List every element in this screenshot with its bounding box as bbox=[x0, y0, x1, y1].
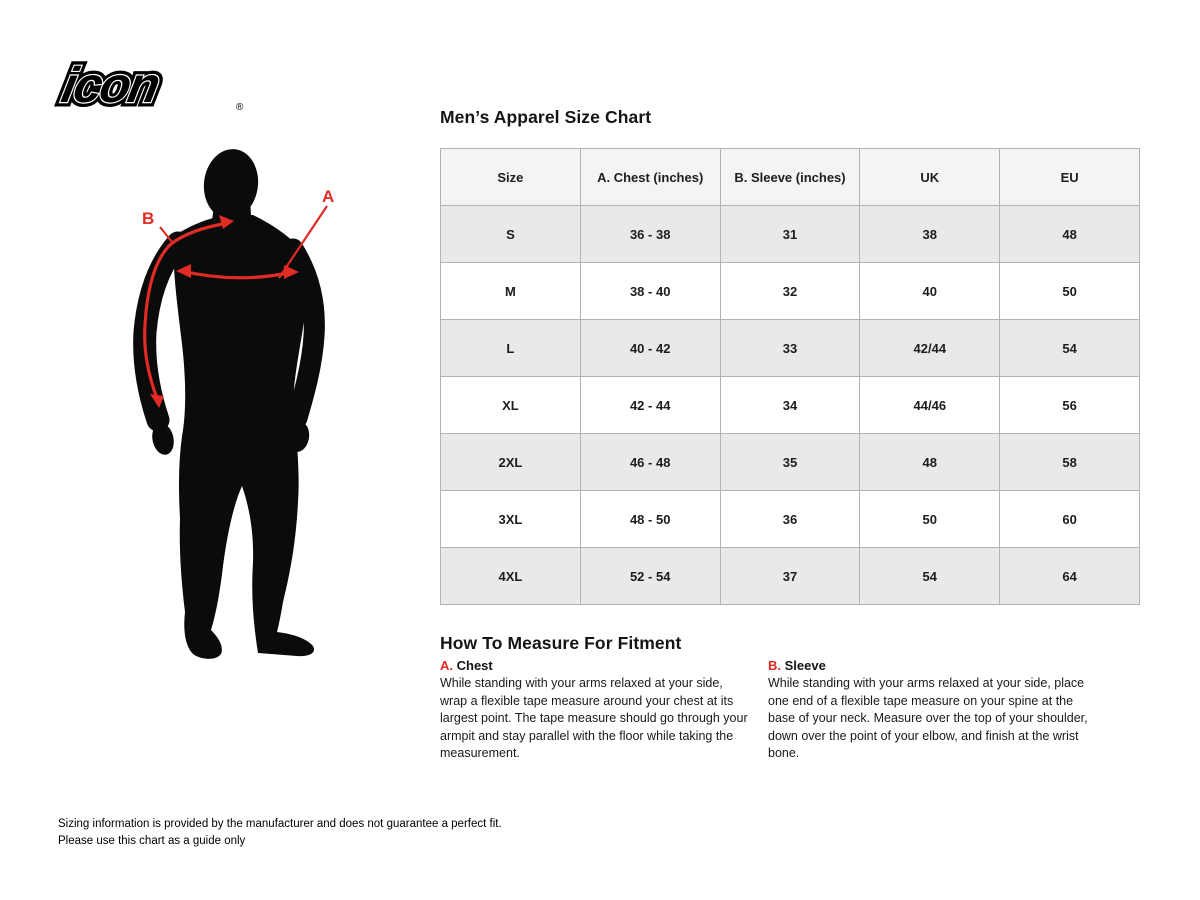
cell-sleeve: 31 bbox=[719, 205, 861, 263]
cell-uk: 42/44 bbox=[859, 319, 1001, 377]
chest-arrow-right-icon bbox=[284, 265, 299, 279]
logo-text-outline: icon bbox=[57, 56, 163, 112]
cell-uk: 54 bbox=[859, 547, 1001, 605]
measure-sleeve-name: Sleeve bbox=[784, 658, 826, 673]
man-silhouette bbox=[133, 149, 325, 659]
cell-eu: 50 bbox=[999, 262, 1140, 320]
sleeve-measure-line bbox=[143, 221, 229, 399]
measure-chest-section: A. Chest While standing with your arms r… bbox=[440, 658, 748, 763]
cell-uk: 50 bbox=[859, 490, 1001, 548]
cell-chest: 36 - 38 bbox=[579, 205, 721, 263]
measure-chest-name: Chest bbox=[456, 658, 493, 673]
silhouette-left-arm bbox=[133, 231, 190, 432]
logo-text-inline: icon bbox=[57, 56, 163, 112]
cell-eu: 48 bbox=[999, 205, 1140, 263]
cell-eu: 56 bbox=[999, 376, 1140, 434]
cell-chest: 42 - 44 bbox=[579, 376, 721, 434]
cell-size: XL bbox=[440, 376, 581, 434]
cell-eu: 58 bbox=[999, 433, 1140, 491]
cell-chest: 48 - 50 bbox=[579, 490, 721, 548]
measure-sleeve-text: While standing with your arms relaxed at… bbox=[768, 676, 1088, 760]
measure-sleeve-letter: B. bbox=[768, 658, 781, 673]
silhouette-torso-legs bbox=[173, 215, 315, 659]
cell-uk: 48 bbox=[859, 433, 1001, 491]
cell-chest: 52 - 54 bbox=[579, 547, 721, 605]
table-row: 4XL 52 - 54 37 54 64 bbox=[440, 547, 1140, 605]
table-row: XL 42 - 44 34 44/46 56 bbox=[440, 376, 1140, 434]
silhouette-left-hand bbox=[152, 423, 174, 455]
measurement-annotations: A B bbox=[142, 187, 334, 408]
icon-brand-logo: icon icon ® bbox=[53, 52, 244, 117]
cell-size: L bbox=[440, 319, 581, 377]
cell-uk: 44/46 bbox=[859, 376, 1001, 434]
logo-letters: icon icon bbox=[53, 52, 168, 117]
cell-eu: 54 bbox=[999, 319, 1140, 377]
sizing-disclaimer: Sizing information is provided by the ma… bbox=[58, 816, 502, 849]
cell-sleeve: 32 bbox=[719, 262, 861, 320]
table-row: L 40 - 42 33 42/44 54 bbox=[440, 319, 1140, 377]
measure-sleeve-heading: B. Sleeve bbox=[768, 658, 1100, 673]
cell-size: M bbox=[440, 262, 581, 320]
column-header-eu: EU bbox=[999, 148, 1140, 206]
table-row: 3XL 48 - 50 36 50 60 bbox=[440, 490, 1140, 548]
cell-sleeve: 34 bbox=[719, 376, 861, 434]
cell-chest: 40 - 42 bbox=[579, 319, 721, 377]
cell-sleeve: 33 bbox=[719, 319, 861, 377]
figure-label-a: A bbox=[322, 187, 334, 206]
cell-size: 2XL bbox=[440, 433, 581, 491]
cell-size: 4XL bbox=[440, 547, 581, 605]
sleeve-arrow-top-icon bbox=[219, 215, 234, 229]
cell-chest: 46 - 48 bbox=[579, 433, 721, 491]
cell-uk: 38 bbox=[859, 205, 1001, 263]
measurement-figure: A B bbox=[133, 149, 334, 659]
sleeve-arrow-bottom-icon bbox=[150, 394, 164, 408]
cell-eu: 64 bbox=[999, 547, 1140, 605]
table-header-row: Size A. Chest (inches) B. Sleeve (inches… bbox=[440, 148, 1140, 206]
label-a-pointer-line bbox=[278, 205, 328, 279]
cell-sleeve: 35 bbox=[719, 433, 861, 491]
silhouette-right-hand bbox=[288, 422, 310, 452]
chest-arrow-left-icon bbox=[176, 264, 191, 278]
disclaimer-line-2: Please use this chart as a guide only bbox=[58, 834, 246, 847]
cell-chest: 38 - 40 bbox=[579, 262, 721, 320]
label-b-pointer-line bbox=[159, 226, 173, 243]
table-row: 2XL 46 - 48 35 48 58 bbox=[440, 433, 1140, 491]
size-chart-table: Size A. Chest (inches) B. Sleeve (inches… bbox=[440, 148, 1140, 605]
cell-sleeve: 37 bbox=[719, 547, 861, 605]
measure-chest-letter: A. bbox=[440, 658, 453, 673]
table-row: M 38 - 40 32 40 50 bbox=[440, 262, 1140, 320]
measure-sleeve-section: B. Sleeve While standing with your arms … bbox=[768, 658, 1100, 763]
figure-label-b: B bbox=[142, 209, 154, 228]
cell-sleeve: 36 bbox=[719, 490, 861, 548]
column-header-sleeve: B. Sleeve (inches) bbox=[719, 148, 861, 206]
silhouette-right-arm bbox=[282, 238, 325, 429]
page-title: Men’s Apparel Size Chart bbox=[440, 107, 652, 127]
cell-size: S bbox=[440, 205, 581, 263]
cell-eu: 60 bbox=[999, 490, 1140, 548]
cell-uk: 40 bbox=[859, 262, 1001, 320]
measure-chest-text: While standing with your arms relaxed at… bbox=[440, 676, 748, 760]
column-header-chest: A. Chest (inches) bbox=[579, 148, 721, 206]
measure-chest-heading: A. Chest bbox=[440, 658, 748, 673]
cell-size: 3XL bbox=[440, 490, 581, 548]
column-header-size: Size bbox=[440, 148, 581, 206]
table-row: S 36 - 38 31 38 48 bbox=[440, 205, 1140, 263]
disclaimer-line-1: Sizing information is provided by the ma… bbox=[58, 818, 502, 830]
registered-trademark-icon: ® bbox=[236, 102, 244, 113]
column-header-uk: UK bbox=[859, 148, 1001, 206]
measure-section-title: How To Measure For Fitment bbox=[440, 633, 682, 653]
